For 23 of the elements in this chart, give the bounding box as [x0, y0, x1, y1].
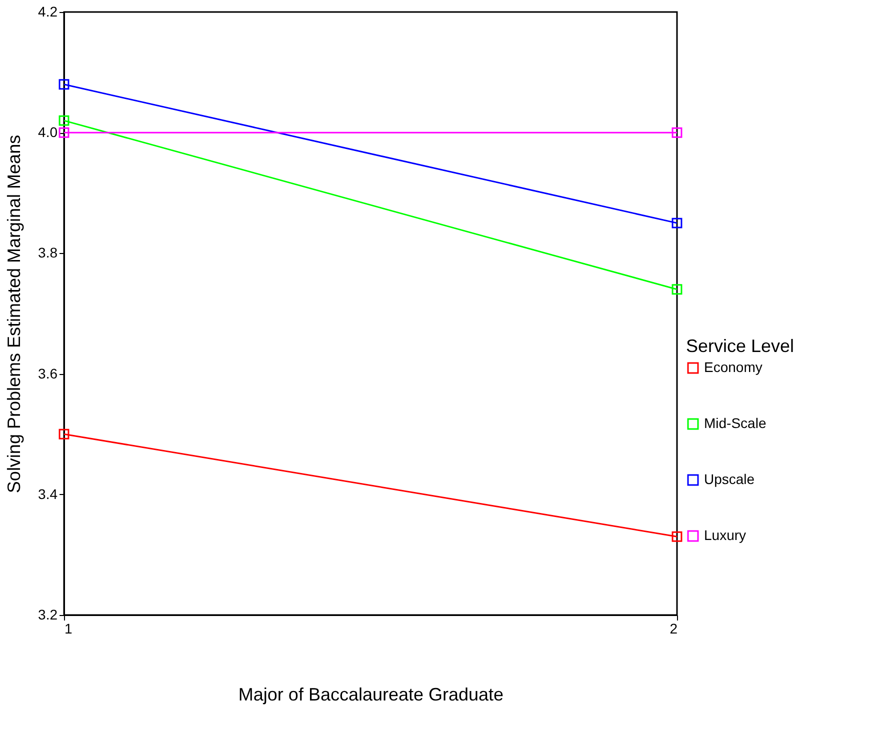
- y-tick-label: 3.6: [38, 365, 58, 382]
- point: [672, 127, 682, 138]
- point: [58, 79, 70, 90]
- point: [672, 284, 682, 295]
- y-tick-label: 4.0: [38, 124, 58, 140]
- x-tick-label: 2: [670, 620, 678, 636]
- legend-label: Economy: [704, 359, 762, 375]
- point: [58, 428, 70, 440]
- y-tick-label: 3.4: [38, 486, 58, 502]
- y-tick-label: 4.2: [38, 4, 58, 20]
- x-axis-title: Major of Baccalaureate Graduate: [238, 684, 504, 704]
- point: [672, 218, 682, 228]
- legend-label: Mid-Scale: [704, 415, 766, 431]
- point: [58, 127, 70, 138]
- x-tick-label: 1: [64, 620, 72, 636]
- y-tick-label: 3.2: [38, 606, 58, 622]
- legend-label: Luxury: [704, 527, 746, 543]
- y-axis-title: Solving Problems Estimated Marginal Means: [4, 134, 24, 494]
- y-tick-label: 3.8: [38, 244, 58, 261]
- point: [58, 115, 70, 126]
- legend-label: Upscale: [704, 471, 755, 487]
- legend-title: Service Level: [686, 336, 794, 356]
- point: [672, 531, 682, 542]
